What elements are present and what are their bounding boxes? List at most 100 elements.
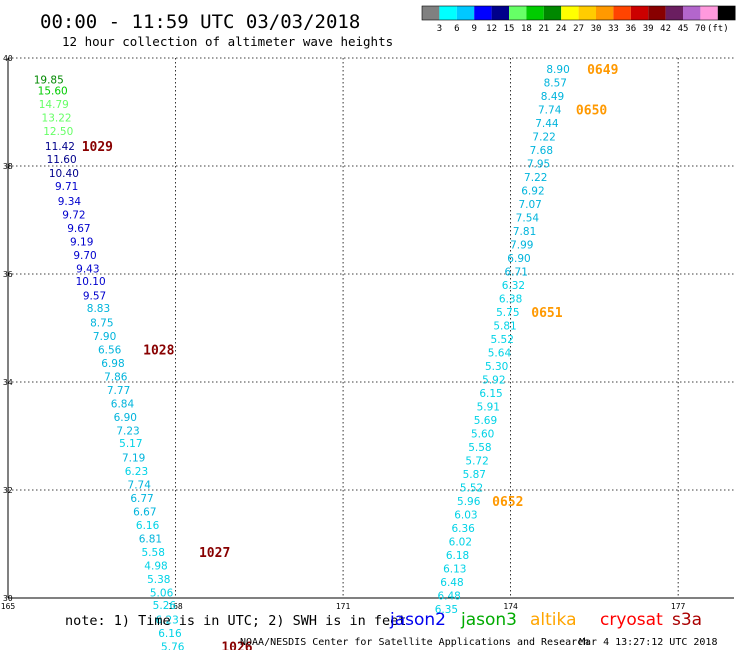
colorbar-label: 30: [591, 24, 602, 34]
wave-height-label: 8.83: [87, 303, 110, 315]
colorbar-swatch: [526, 6, 544, 20]
color-scale-bar: 3 6 9 12 15 18 21 24 27 30 33 36 39 42 45 70 (ft): [421, 5, 736, 34]
pass-time-label: 0651: [531, 306, 562, 321]
wave-height-label: 5.72: [465, 455, 488, 467]
colorbar-label: 9: [471, 24, 476, 34]
colorbar-label: 3: [437, 24, 442, 34]
wave-height-label: 6.32: [502, 280, 525, 292]
wave-height-label: 6.38: [499, 293, 522, 305]
wave-height-label: 6.23: [155, 615, 178, 627]
wave-height-label: 7.99: [510, 239, 533, 251]
wave-height-label: 6.71: [505, 266, 528, 278]
wave-height-label: 6.48: [437, 590, 460, 602]
colorbar-swatch: [665, 6, 683, 20]
wave-height-label: 8.57: [544, 77, 567, 89]
wave-height-label: 9.43: [76, 264, 99, 276]
y-tick-label: 36: [3, 270, 13, 279]
wave-height-label: 6.81: [139, 534, 162, 546]
wave-height-label: 14.79: [39, 99, 69, 111]
wave-height-label: 6.18: [446, 550, 469, 562]
wave-height-label: 19.85: [34, 75, 64, 87]
wave-height-label: 5.81: [493, 320, 516, 332]
wave-height-label: 7.22: [532, 131, 555, 143]
wave-height-label: 5.58: [142, 547, 165, 559]
wave-height-label: 6.48: [440, 577, 463, 589]
legend-s3a: s3a: [672, 610, 702, 630]
pass-time-label: 0652: [492, 495, 523, 510]
y-tick-label: 40: [3, 54, 13, 63]
wave-height-label: 6.92: [521, 185, 544, 197]
colorbar-label: 70: [695, 24, 706, 34]
x-tick-label: 171: [336, 602, 351, 611]
wave-height-label: 15.60: [38, 85, 68, 97]
colorbar-label: 39: [643, 24, 654, 34]
wave-height-label: 6.03: [454, 509, 477, 521]
wave-height-label: 13.22: [42, 112, 72, 124]
wave-height-label: 6.84: [111, 399, 135, 411]
wave-height-label: 5.17: [119, 438, 142, 450]
wave-height-label: 6.02: [449, 536, 472, 548]
chart-subtitle: 12 hour collection of altimeter wave hei…: [62, 34, 393, 49]
wave-height-label: 11.42: [45, 141, 75, 153]
colorbar-label: (ft): [707, 24, 729, 34]
wave-height-label: 6.35: [435, 604, 458, 616]
colorbar-swatch: [509, 6, 527, 20]
footer-timestamp: Mar 4 13:27:12 UTC 2018: [579, 637, 717, 648]
wave-height-label: 5.52: [491, 334, 514, 346]
colorbar-swatch: [578, 6, 596, 20]
wave-height-label: 5.26: [153, 600, 177, 612]
legend-cryosat: cryosat: [600, 610, 663, 630]
pass-time-label: 1029: [82, 140, 113, 155]
wave-height-label: 7.23: [116, 426, 139, 438]
wave-height-label: 6.23: [125, 466, 148, 478]
colorbar-label: 33: [608, 24, 619, 34]
legend-altika: altika: [530, 610, 577, 630]
wave-height-label: 8.75: [90, 318, 113, 330]
pass-time-labels: 1029 1028 1027 1026 0649 0650 0651 0652: [82, 63, 619, 650]
pass-time-label: 0650: [576, 103, 607, 118]
colorbar-swatch: [717, 6, 736, 20]
y-tick-label: 38: [3, 162, 13, 171]
wave-height-label: 6.90: [507, 253, 530, 265]
wave-height-label: 7.07: [518, 199, 541, 211]
colorbar-swatch: [543, 6, 562, 20]
x-tick-label: 174: [503, 602, 518, 611]
colorbar-swatch: [683, 6, 701, 20]
footer-credit: NOAA/NESDIS Center for Satellite Applica…: [240, 637, 589, 648]
wave-height-label: 6.56: [98, 345, 122, 357]
wave-height-label: 5.58: [468, 442, 491, 454]
y-tick-label: 34: [3, 378, 13, 387]
colorbar-swatch: [439, 6, 457, 20]
chart-title: 00:00 - 11:59 UTC 03/03/2018: [40, 11, 360, 33]
y-tick-label: 32: [3, 486, 13, 495]
wave-height-label: 5.75: [496, 307, 519, 319]
colorbar-swatch: [648, 6, 666, 20]
wave-height-label: 7.19: [122, 453, 145, 465]
wave-height-label: 5.96: [457, 496, 481, 508]
colorbar-label: 45: [678, 24, 689, 34]
wave-height-label: 5.60: [471, 428, 494, 440]
wave-height-label: 8.49: [541, 91, 564, 103]
wave-height-label: 10.40: [49, 168, 79, 180]
x-tick-label: 165: [1, 602, 16, 611]
legend-jason2: jason2: [389, 610, 446, 630]
wave-height-label: 9.72: [62, 210, 85, 222]
colorbar-swatch: [422, 6, 440, 20]
wave-height-label: 6.77: [130, 493, 153, 505]
wave-height-label: 5.91: [477, 401, 500, 413]
colorbar-label: 36: [625, 24, 636, 34]
colorbar-swatch: [613, 6, 631, 20]
wave-height-label: 9.67: [67, 223, 90, 235]
wave-height-label: 9.34: [58, 196, 82, 208]
wave-height-label: 12.50: [43, 126, 73, 138]
wave-height-label: 9.19: [70, 237, 93, 249]
colorbar-label: 42: [660, 24, 671, 34]
wave-height-label: 6.15: [479, 388, 502, 400]
colorbar-swatch: [561, 6, 579, 20]
wave-height-label: 5.38: [147, 574, 170, 586]
wave-height-label: 6.90: [114, 412, 137, 424]
wave-height-label: 10.10: [76, 276, 106, 288]
wave-height-label: 5.30: [485, 361, 508, 373]
wave-height-label: 7.86: [104, 372, 128, 384]
